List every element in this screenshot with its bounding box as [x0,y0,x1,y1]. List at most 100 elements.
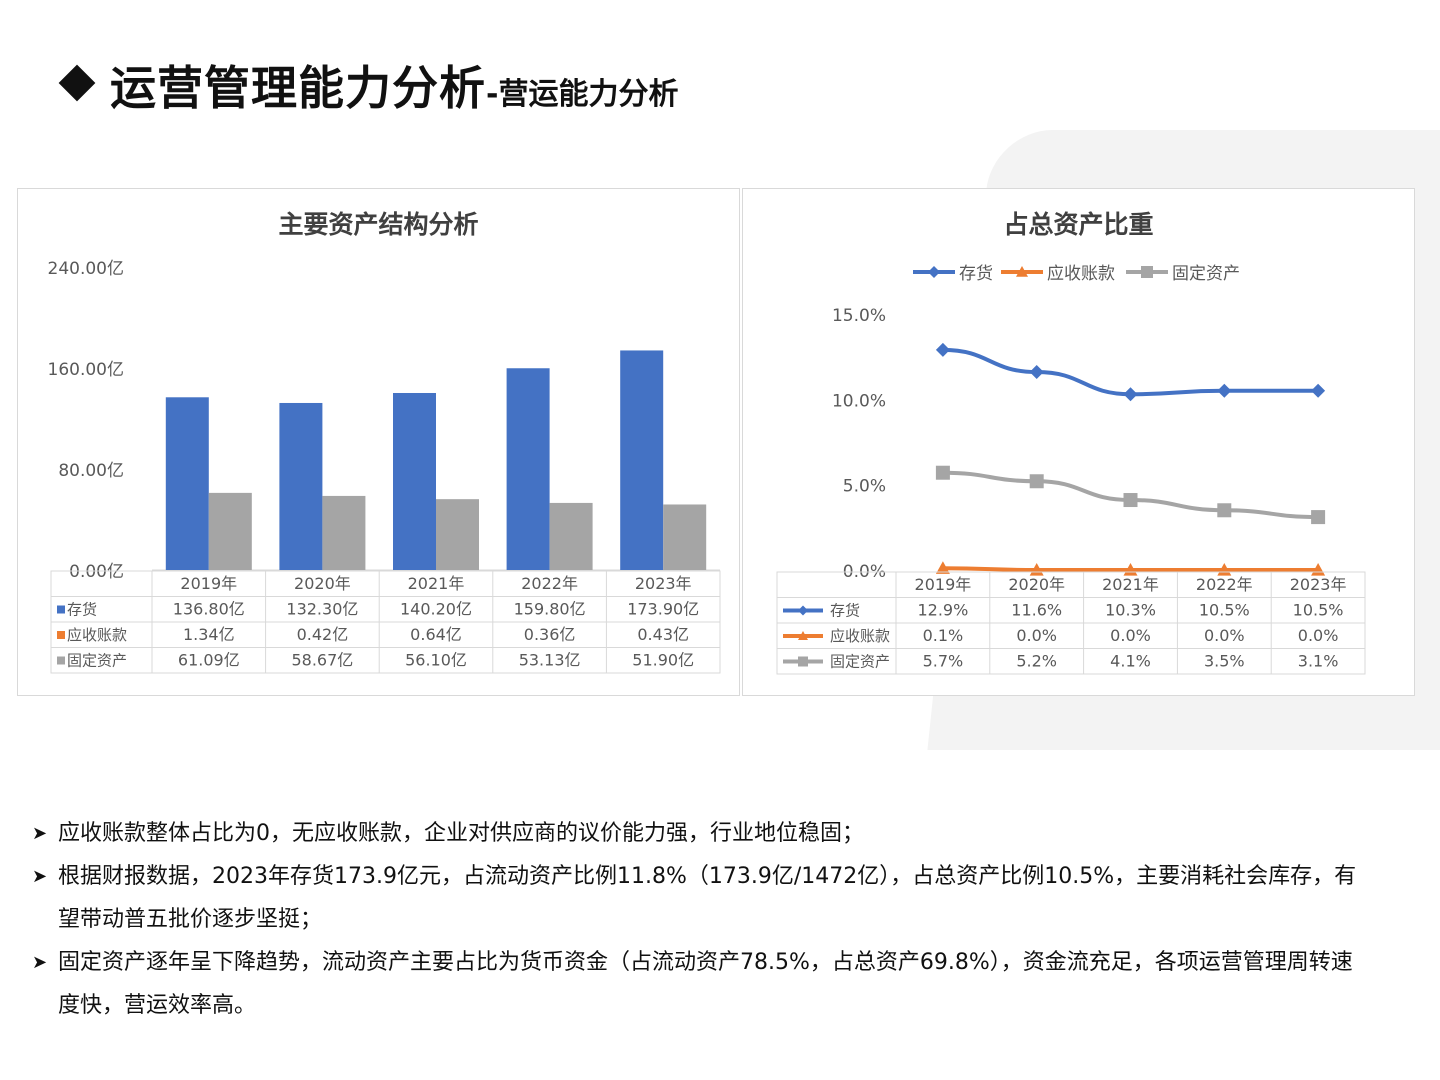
bullet-text: 根据财报数据，2023年存货173.9亿元，占流动资产比例11.8%（173.9… [58,864,1357,932]
data-label: 1.34亿 [183,625,235,644]
data-label: 10.5% [1199,601,1250,620]
legend-marker [1141,266,1153,278]
data-label: 5.2% [1016,652,1057,671]
data-label: 0.1% [923,626,964,645]
arrow-bullet-icon: ➤ [32,823,48,844]
data-point [935,561,950,574]
x-axis-tick-label: 2023年 [1290,575,1347,594]
data-label: 56.10亿 [405,651,467,670]
y-axis-tick-label: 160.00亿 [48,360,124,380]
legend-key-marker [798,605,808,616]
bullet-list: ➤ 应收账款整体占比为0，无应收账款，企业对供应商的议价能力强，行业地位稳固； … [32,812,1372,1027]
y-axis-tick-label: 5.0% [843,477,886,497]
data-label: 0.0% [1110,626,1151,645]
data-label: 173.90亿 [627,600,699,619]
x-axis-tick-label: 2019年 [915,575,972,594]
data-label: 12.9% [917,601,968,620]
y-axis-tick-label: 15.0% [832,306,886,326]
legend-key [57,656,65,665]
y-axis-tick-label: 0.00亿 [69,562,124,582]
legend-label: 应收账款 [830,627,890,645]
data-label: 0.36亿 [524,625,576,644]
data-label: 132.30亿 [286,600,358,619]
bar-fixed-assets [549,502,593,570]
data-label: 5.7% [923,652,964,671]
data-label: 159.80亿 [514,600,586,619]
data-point [935,342,950,357]
page-title-sub: -营运能力分析 [486,77,679,112]
legend-key [57,631,65,639]
page-title-main: 运营管理能力分析 [110,61,486,115]
asset-structure-chart: 0.00亿 80.00亿 160.00亿 240.00亿 2019年 2020年 2021年… [48,259,721,674]
legend-label: 固定资产 [1172,264,1240,284]
data-label: 58.67亿 [291,651,353,670]
data-point [935,465,950,480]
arrow-bullet-icon: ➤ [32,866,48,887]
data-label: 3.1% [1298,652,1339,671]
data-label: 3.5% [1204,652,1245,671]
data-label: 51.90亿 [632,651,694,670]
legend-label: 固定资产 [830,653,890,671]
data-label: 0.43亿 [637,625,689,644]
x-axis-tick-label: 2020年 [1008,575,1065,594]
diamond-bullet-icon [58,64,96,102]
bar-fixed-assets [208,492,252,570]
x-axis-tick-label: 2021年 [1102,575,1159,594]
bar-inventory [506,368,550,570]
x-axis-tick-label: 2022年 [521,574,578,593]
legend-label: 应收账款 [67,626,127,644]
legend-label: 存货 [67,601,97,619]
data-point [1311,510,1326,525]
legend-key-marker [798,656,808,667]
data-label: 0.0% [1016,626,1057,645]
data-label: 136.80亿 [173,600,245,619]
bar-fixed-assets [436,499,479,570]
x-axis-tick-label: 2022年 [1196,575,1253,594]
data-label: 4.1% [1110,652,1151,671]
data-label: 53.13亿 [519,651,581,670]
x-axis-tick-label: 2020年 [294,574,351,593]
legend-key [57,605,65,614]
data-point [1029,365,1044,380]
bar-fixed-assets [322,495,366,570]
data-point [1311,383,1326,398]
legend-label: 固定资产 [67,652,127,670]
bar-inventory [165,397,209,570]
data-label: 11.6% [1011,601,1062,620]
legend-label: 存货 [830,602,860,620]
bullet-text: 固定资产逐年呈下降趋势，流动资产主要占比为货币资金（占流动资产78.5%，占总资… [58,950,1353,1018]
line-chart-title: 占总资产比重 [1003,210,1154,239]
data-point [1029,474,1044,489]
bar-chart-title: 主要资产结构分析 [278,210,479,239]
legend-label: 应收账款 [1047,264,1115,284]
bullet-item: ➤ 固定资产逐年呈下降趋势，流动资产主要占比为货币资金（占流动资产78.5%，占… [32,941,1372,1027]
bar-inventory [279,402,323,570]
bar-inventory [393,392,436,570]
page-title: 运营管理能力分析 -营运能力分析 [58,52,679,118]
data-point [1123,387,1138,402]
data-label: 0.64亿 [410,625,462,644]
y-axis-tick-label: 10.0% [832,391,886,411]
data-label: 10.5% [1293,601,1344,620]
x-axis-tick-label: 2023年 [635,574,692,593]
bullet-text: 应收账款整体占比为0，无应收账款，企业对供应商的议价能力强，行业地位稳固； [58,821,864,846]
data-label: 140.20亿 [400,600,472,619]
data-label: 10.3% [1105,601,1156,620]
data-point [1217,503,1232,518]
arrow-bullet-icon: ➤ [32,952,48,973]
legend-marker [1016,266,1028,277]
bar-inventory [620,350,664,570]
bullet-item: ➤ 根据财报数据，2023年存货173.9亿元，占流动资产比例11.8%（173… [32,855,1372,941]
x-axis-tick-label: 2021年 [408,574,465,593]
legend-marker [928,266,940,278]
data-point [1123,493,1138,508]
asset-ratio-panel: 占总资产比重 0.0% 5.0% 10.0% 15.0% 存货 应收账款 固定资产 2019年… [742,188,1415,696]
bar-fixed-assets [663,504,707,570]
y-axis-tick-label: 80.00亿 [58,461,124,481]
data-label: 61.09亿 [178,651,240,670]
data-label: 0.42亿 [297,625,349,644]
data-label: 0.0% [1204,626,1245,645]
y-axis-tick-label: 240.00亿 [48,259,124,279]
x-axis-tick-label: 2019年 [180,574,237,593]
